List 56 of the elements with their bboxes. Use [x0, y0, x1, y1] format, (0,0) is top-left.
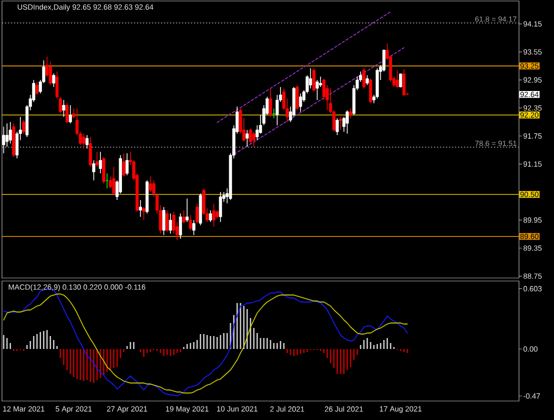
candlestick: [296, 84, 299, 111]
candlestick: [112, 166, 116, 196]
candlestick: [346, 110, 349, 134]
candlestick: [336, 118, 339, 136]
candlestick: [349, 108, 352, 119]
candlestick: [402, 68, 406, 96]
candlestick: [252, 131, 256, 148]
candlestick: [186, 198, 189, 222]
candlestick: [56, 71, 59, 100]
candlestick: [212, 203, 216, 228]
candlestick: [248, 128, 252, 144]
candlestick: [312, 68, 316, 92]
candlestick: [66, 102, 69, 124]
candlestick: [82, 133, 86, 150]
candlestick: [58, 96, 62, 114]
candlestick: [268, 88, 272, 118]
candlestick: [22, 120, 26, 134]
candlestick: [148, 176, 152, 192]
candlestick: [92, 160, 96, 181]
candlestick: [98, 151, 102, 174]
candlestick: [102, 156, 106, 184]
candlestick: [8, 122, 12, 144]
candlestick: [339, 116, 342, 130]
candlestick: [192, 220, 196, 236]
candlestick: [162, 206, 166, 236]
candlestick: [35, 81, 39, 96]
candlestick: [88, 136, 92, 168]
candlestick: [299, 93, 302, 112]
candlestick: [2, 126, 6, 154]
candlestick: [126, 152, 129, 176]
candlestick: [309, 68, 312, 89]
candlestick: [366, 74, 369, 86]
candlestick: [196, 203, 199, 224]
candlestick: [122, 152, 126, 178]
candlestick: [396, 70, 399, 88]
candlestick: [182, 210, 186, 224]
candlestick: [166, 210, 169, 232]
candlestick: [218, 192, 222, 222]
candlestick: [68, 104, 72, 124]
candlestick: [319, 76, 322, 88]
candlestick: [62, 100, 66, 118]
candlestick: [316, 80, 319, 100]
candlestick: [142, 206, 146, 220]
candlestick: [168, 213, 172, 234]
candlestick: [246, 130, 249, 148]
candlestick: [96, 151, 99, 168]
candlestick: [178, 213, 182, 240]
candlestick: [369, 78, 372, 104]
candlestick: [5, 122, 9, 148]
candlestick: [208, 210, 212, 222]
candlestick: [138, 200, 142, 218]
candlestick: [52, 73, 56, 88]
candlestick: [188, 214, 192, 231]
candlestick: [86, 134, 89, 150]
candlestick: [399, 73, 402, 88]
candlestick: [362, 68, 366, 89]
